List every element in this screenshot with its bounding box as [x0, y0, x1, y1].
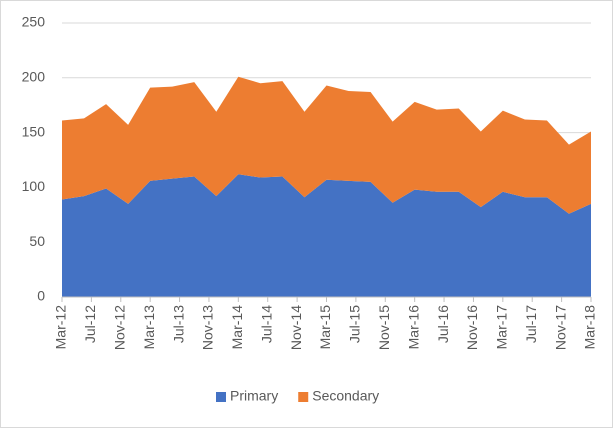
x-tick-label: Mar-12: [53, 305, 69, 350]
x-tick-label: Nov-13: [200, 305, 216, 350]
area: [62, 174, 591, 297]
x-tick-label: Mar-16: [405, 305, 421, 350]
x-tick-label: Jul-13: [170, 305, 186, 343]
x-tick-label: Jul-14: [258, 305, 274, 343]
y-tick-label: 100: [22, 178, 46, 194]
x-tick-label: Mar-18: [582, 305, 598, 350]
legend-label: Secondary: [312, 388, 379, 404]
x-tick-label: Nov-14: [288, 305, 304, 350]
y-tick-label: 0: [37, 288, 45, 304]
legend-swatch: [216, 392, 226, 402]
x-tick-label: Mar-14: [229, 305, 245, 350]
y-tick-label: 250: [22, 14, 46, 30]
x-tick-label: Mar-17: [494, 305, 510, 350]
x-tick-label: Jul-17: [523, 305, 539, 343]
legend-swatch: [298, 392, 309, 402]
x-tick-label: Mar-15: [317, 305, 333, 350]
x-tick-label: Mar-13: [141, 305, 157, 350]
x-tick-label: Nov-12: [111, 305, 127, 350]
y-tick-label: 50: [29, 233, 45, 249]
y-tick-label: 150: [22, 123, 46, 139]
legend-label: Primary: [230, 388, 278, 404]
x-tick-label: Jul-16: [435, 305, 451, 343]
x-tick-label: Jul-12: [82, 305, 98, 343]
x-tick-label: Nov-15: [376, 305, 392, 350]
y-tick-label: 200: [22, 69, 46, 85]
x-tick-label: Jul-15: [347, 305, 363, 343]
x-tick-label: Nov-16: [464, 305, 480, 350]
area: [62, 76, 591, 214]
x-tick-label: Nov-17: [552, 305, 568, 350]
